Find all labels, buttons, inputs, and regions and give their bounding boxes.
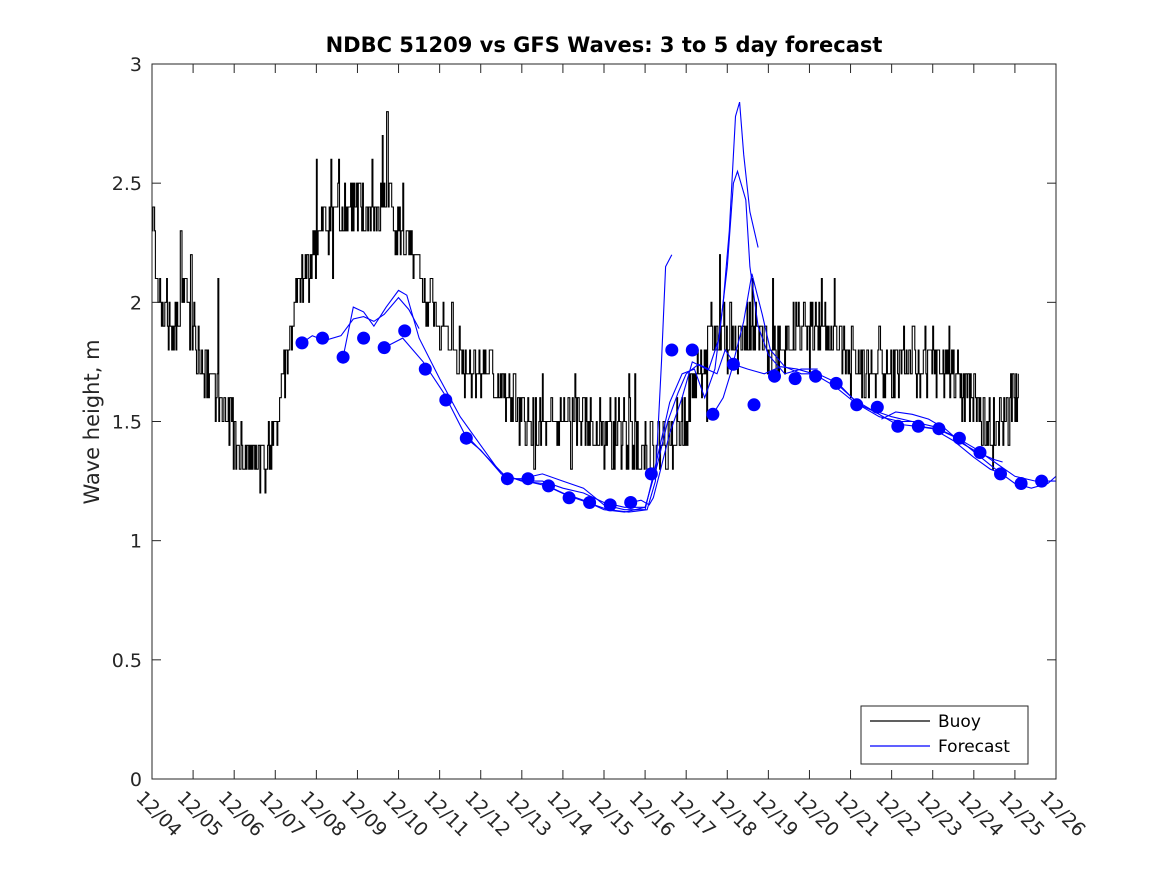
x-tick-label: 12/07 — [255, 787, 309, 841]
forecast-point-28 — [870, 400, 884, 414]
x-tick-label: 12/13 — [501, 787, 555, 841]
forecast-point-24 — [788, 372, 802, 386]
forecast-point-26 — [829, 376, 843, 390]
x-tick-label: 12/09 — [337, 787, 391, 841]
forecast-point-10 — [500, 472, 514, 486]
forecast-point-5 — [377, 341, 391, 355]
x-tick-label: 12/26 — [1035, 787, 1089, 841]
forecast-point-36 — [1035, 474, 1049, 488]
forecast-point-31 — [932, 422, 946, 436]
plot-area — [152, 101, 1056, 513]
x-tick-label: 12/19 — [748, 787, 802, 841]
forecast-point-3 — [336, 350, 350, 364]
forecast-point-17 — [644, 467, 658, 481]
x-tick-label: 12/05 — [173, 787, 227, 841]
forecast-point-2 — [316, 331, 329, 345]
y-tick-label: 1.5 — [112, 412, 142, 434]
forecast-point-11 — [521, 472, 535, 486]
y-axis-label: Wave height, m — [80, 339, 104, 504]
forecast-point-27 — [850, 398, 864, 412]
forecast-point-15 — [603, 498, 617, 512]
forecast-point-32 — [952, 431, 966, 445]
forecast-point-25 — [809, 369, 823, 383]
forecast-point-34 — [994, 467, 1007, 481]
legend: Buoy Forecast — [860, 705, 1029, 765]
x-tick-label: 12/14 — [542, 787, 596, 841]
y-tick-label: 2 — [130, 292, 142, 314]
forecast-point-22 — [747, 398, 761, 412]
y-tick-label: 2.5 — [112, 173, 142, 195]
forecast-run-line-7 — [712, 363, 1003, 475]
forecast-point-20 — [706, 407, 720, 421]
forecast-point-33 — [973, 446, 987, 459]
forecast-point-16 — [624, 496, 638, 509]
x-tick-label: 12/25 — [994, 787, 1048, 841]
x-tick-label: 12/20 — [789, 787, 843, 841]
forecast-point-29 — [891, 419, 905, 433]
forecast-point-13 — [562, 491, 576, 505]
chart-title: NDBC 51209 vs GFS Waves: 3 to 5 day fore… — [326, 33, 883, 57]
forecast-point-35 — [1014, 477, 1028, 490]
x-tick-label: 12/06 — [214, 787, 268, 841]
forecast-point-7 — [418, 362, 432, 376]
x-tick-label: 12/10 — [378, 787, 432, 841]
forecast-point-8 — [439, 393, 453, 407]
x-tick-label: 12/17 — [666, 787, 720, 841]
y-tick-label: 0.5 — [112, 650, 142, 672]
y-tick-label: 1 — [130, 531, 142, 553]
forecast-point-1 — [295, 336, 309, 350]
forecast-point-12 — [542, 479, 555, 493]
buoy-series-line — [152, 111, 1019, 494]
legend-forecast-label: Forecast — [938, 737, 1010, 757]
x-tick-label: 12/08 — [296, 787, 350, 841]
legend-box — [860, 705, 1029, 765]
x-tick-label: 12/16 — [625, 787, 679, 841]
forecast-point-19 — [685, 343, 699, 357]
forecast-point-4 — [357, 331, 371, 345]
x-tick-label: 12/23 — [912, 787, 966, 841]
x-tick-label: 12/04 — [131, 787, 185, 841]
forecast-point-23 — [768, 369, 781, 383]
x-tick-label: 12/11 — [419, 787, 473, 841]
x-tick-label: 12/24 — [953, 787, 1007, 841]
legend-buoy-label: Buoy — [938, 712, 981, 732]
x-tick-label: 12/12 — [460, 787, 514, 841]
forecast-point-21 — [726, 357, 740, 371]
forecast-run-line-5 — [507, 101, 759, 511]
forecast-point-14 — [583, 496, 597, 509]
x-tick-label: 12/22 — [871, 787, 925, 841]
x-tick-label: 12/18 — [707, 787, 761, 841]
x-tick-label: 12/15 — [583, 787, 637, 841]
y-tick-label: 0 — [130, 769, 142, 791]
forecast-point-9 — [459, 431, 473, 445]
forecast-point-18 — [665, 343, 679, 357]
forecast-point-30 — [911, 419, 925, 433]
x-tick-label: 12/21 — [830, 787, 884, 841]
y-tick-label: 3 — [130, 54, 142, 76]
forecast-run-line-2 — [342, 289, 646, 508]
forecast-point-6 — [398, 324, 412, 338]
